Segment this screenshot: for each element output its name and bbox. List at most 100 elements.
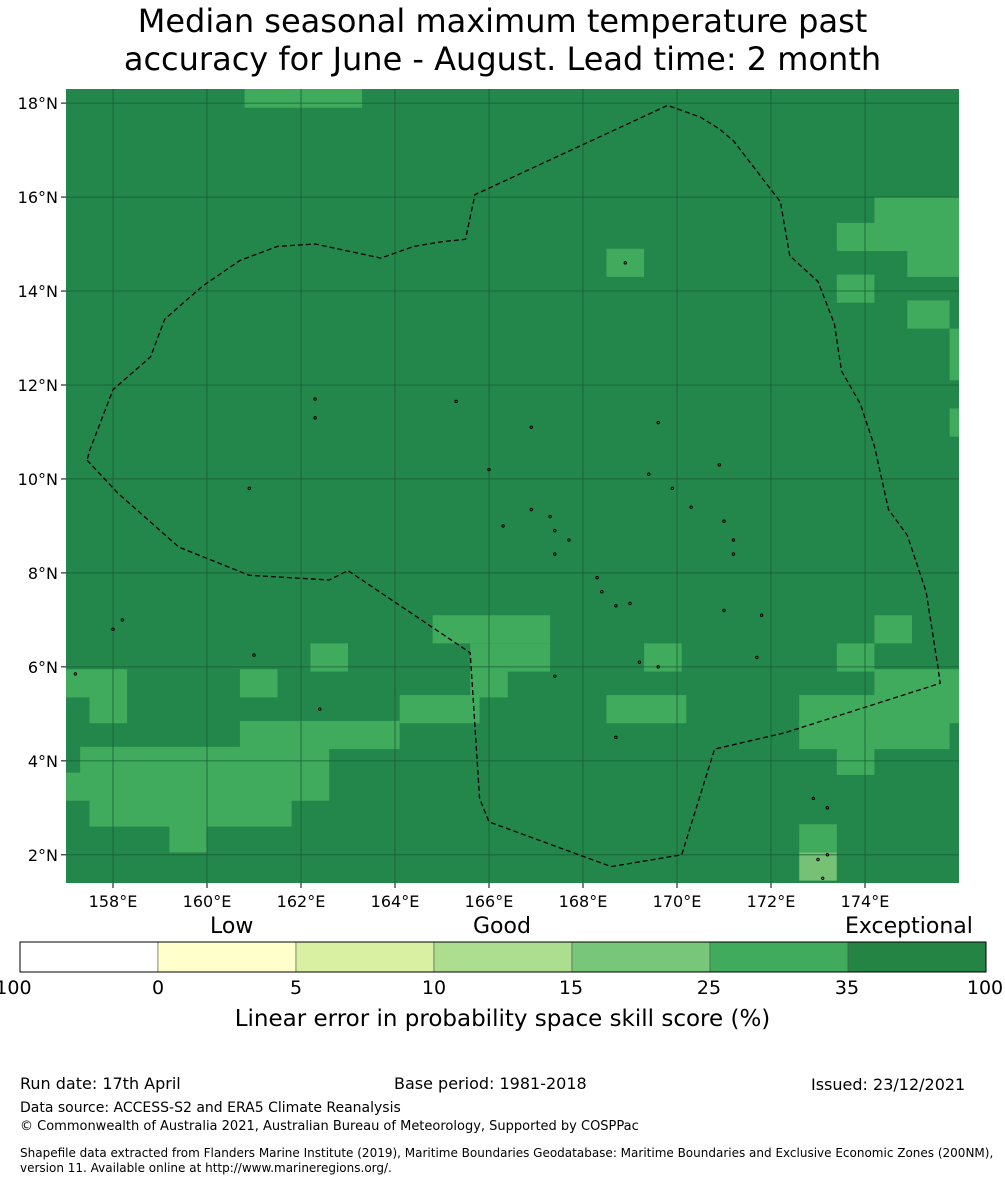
colorbar-segment bbox=[157, 941, 297, 973]
skill-cell-25-35 bbox=[874, 197, 959, 226]
island bbox=[73, 672, 78, 676]
skill-cell-25-35 bbox=[836, 643, 875, 672]
island bbox=[637, 660, 642, 664]
island bbox=[755, 655, 759, 660]
skill-cell-25-35 bbox=[89, 798, 292, 827]
issued-date: Issued: 23/12/2021 bbox=[811, 1075, 966, 1094]
skill-cell-25-35 bbox=[66, 772, 330, 801]
island bbox=[252, 653, 256, 657]
island bbox=[614, 604, 618, 608]
island bbox=[501, 524, 505, 528]
skill-cell-25-35 bbox=[89, 695, 128, 724]
island bbox=[722, 519, 726, 523]
colorbar-category-exceptional: Exceptional bbox=[845, 914, 973, 939]
skill-cell-25-35 bbox=[239, 720, 400, 750]
island bbox=[647, 472, 651, 476]
island bbox=[529, 425, 533, 429]
x-tick-label: 166°E bbox=[465, 892, 514, 911]
shapefile-credit: Shapefile data extracted from Flanders M… bbox=[20, 1146, 994, 1175]
x-tick-label: 170°E bbox=[653, 892, 702, 911]
x-tick-label: 168°E bbox=[559, 892, 608, 911]
x-tick-label: 160°E bbox=[183, 892, 232, 911]
island bbox=[821, 876, 825, 881]
skill-cell-25-35 bbox=[799, 824, 837, 853]
colorbar-segment bbox=[847, 941, 987, 973]
skill-cell-25-35 bbox=[836, 222, 959, 252]
island bbox=[247, 486, 252, 491]
island bbox=[454, 399, 458, 404]
colorbar-category-good: Good bbox=[473, 914, 531, 939]
x-tick-label: 162°E bbox=[277, 892, 326, 911]
skill-cell-25-35 bbox=[644, 643, 682, 672]
island bbox=[825, 853, 830, 857]
colorbar-label: Linear error in probability space skill … bbox=[234, 1006, 771, 1032]
skill-cell-25-35 bbox=[66, 669, 128, 698]
island bbox=[600, 590, 604, 594]
y-tick-label: 8°N bbox=[28, 564, 58, 583]
y-tick-label: 4°N bbox=[28, 752, 58, 771]
island bbox=[487, 467, 491, 472]
colorbar-segment bbox=[709, 941, 849, 973]
colorbar-segment bbox=[295, 941, 435, 973]
base-period: Base period: 1981-2018 bbox=[394, 1074, 587, 1093]
island bbox=[553, 674, 557, 678]
colorbar-tick: -100 bbox=[0, 977, 32, 999]
skill-cell-25-35 bbox=[399, 695, 480, 724]
skill-cell-25-35 bbox=[606, 695, 687, 724]
island bbox=[656, 420, 660, 425]
x-tick-label: 164°E bbox=[371, 892, 420, 911]
island bbox=[722, 608, 726, 613]
island bbox=[825, 806, 830, 810]
skill-cell-25-35 bbox=[949, 328, 959, 381]
island bbox=[731, 538, 736, 542]
colorbar-segment bbox=[19, 941, 159, 973]
island bbox=[553, 552, 557, 556]
island bbox=[628, 601, 632, 606]
gridlines bbox=[66, 89, 959, 883]
colorbar-tick: 15 bbox=[558, 977, 584, 999]
skill-cell-25-35 bbox=[310, 643, 348, 672]
skill-cell-25-35 bbox=[907, 300, 950, 329]
skill-cell-25-35 bbox=[799, 695, 959, 724]
y-tick-label: 14°N bbox=[18, 282, 58, 301]
island bbox=[567, 538, 571, 542]
skill-cell-25-35 bbox=[244, 89, 363, 108]
x-tick-label: 172°E bbox=[747, 892, 796, 911]
y-tick-label: 10°N bbox=[18, 470, 58, 489]
skill-cell-25-35 bbox=[169, 824, 207, 853]
skill-cell-25-35 bbox=[874, 615, 912, 644]
skill-cell-25-35 bbox=[874, 669, 959, 698]
island bbox=[731, 552, 736, 556]
island bbox=[656, 665, 660, 669]
run-date: Run date: 17th April bbox=[20, 1074, 181, 1093]
skill-map: 158°E 160°E 162°E 164°E 166°E 168°E 170°E 172°E… bbox=[18, 89, 959, 911]
island bbox=[717, 463, 721, 467]
island bbox=[689, 505, 693, 509]
y-tick-label: 2°N bbox=[28, 846, 58, 865]
y-tick-label: 12°N bbox=[18, 376, 58, 395]
colorbar-tick: 100 bbox=[966, 977, 1004, 999]
island bbox=[816, 857, 820, 862]
colorbar-tick: 0 bbox=[151, 977, 165, 999]
island bbox=[529, 507, 533, 512]
y-tick-label: 18°N bbox=[18, 94, 58, 113]
island bbox=[811, 796, 815, 801]
colorbar-tick: 25 bbox=[696, 977, 722, 999]
y-tick-label: 6°N bbox=[28, 658, 58, 677]
map-title: Median seasonal maximum temperature past… bbox=[123, 2, 882, 78]
island bbox=[111, 627, 115, 631]
eez-boundary bbox=[86, 104, 941, 868]
skill-cell-25-35 bbox=[606, 248, 645, 277]
island bbox=[313, 397, 317, 401]
colorbar-tick: 35 bbox=[834, 977, 860, 999]
copyright: © Commonwealth of Australia 2021, Austra… bbox=[20, 1119, 639, 1134]
island bbox=[313, 416, 317, 420]
colorbar-segment bbox=[571, 941, 711, 973]
colorbar-tick: 5 bbox=[289, 977, 303, 999]
skill-cell-25-35 bbox=[907, 248, 959, 277]
skill-cell-25-35 bbox=[836, 274, 875, 303]
y-axis: 18°N 16°N 14°N 12°N 10°N 8°N 6°N 4°N 2°N bbox=[18, 94, 66, 865]
island bbox=[759, 613, 764, 617]
y-tick-label: 16°N bbox=[18, 188, 58, 207]
skill-cell-25-35 bbox=[470, 643, 551, 672]
